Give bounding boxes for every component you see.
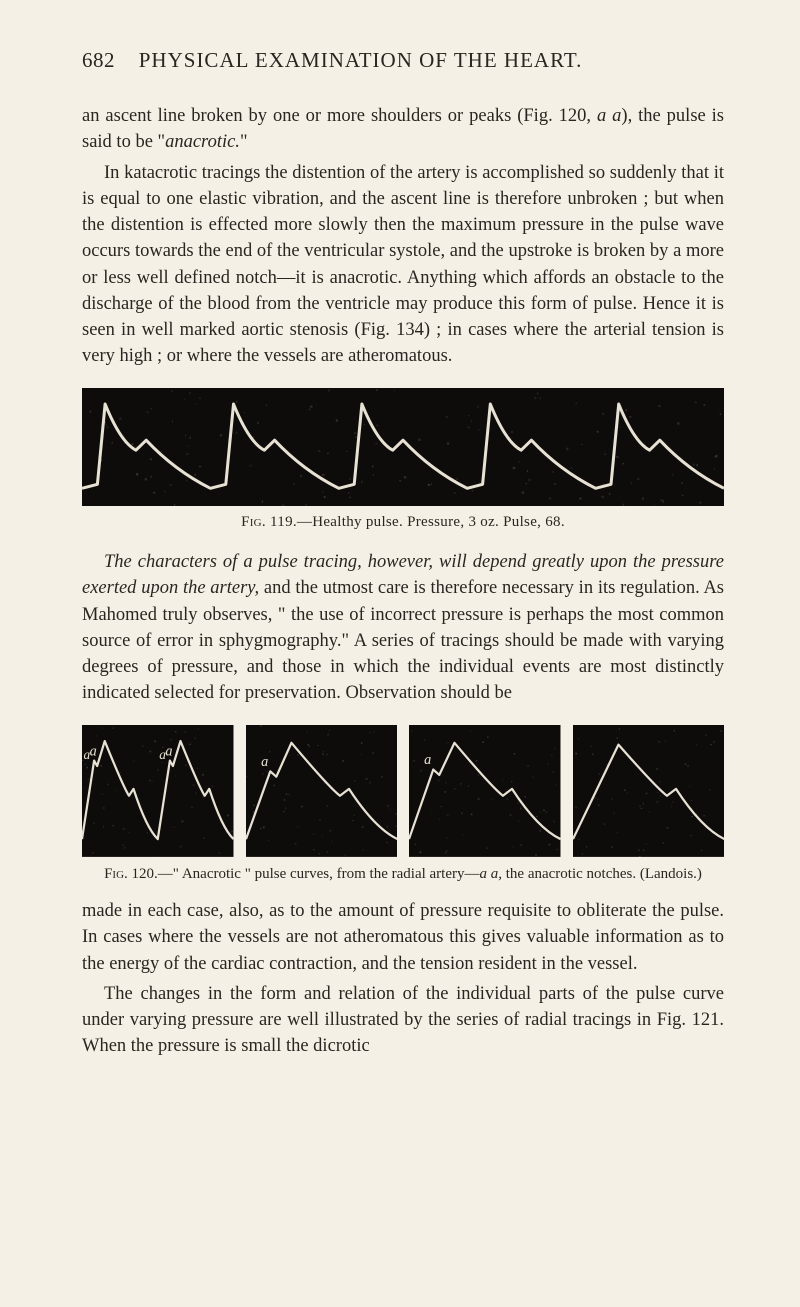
para1-italic-a: a a [597,106,621,126]
paragraph-3: The characters of a pulse tracing, howev… [82,549,724,707]
figure-120-panel-svg: a [246,725,398,857]
figure-120-caption-b: the anacrotic notches. (Landois.) [502,866,702,882]
figure-120-panel [573,725,725,857]
figure-120-panel: a [409,725,561,857]
svg-text:a: a [84,746,91,761]
para1-text-a: an ascent line broken by one or more sho… [82,106,597,126]
paragraph-1: an ascent line broken by one or more sho… [82,103,724,156]
page-header: 682 PHYSICAL EXAMINATION OF THE HEART. [82,48,724,73]
figure-119-label: Fig. 119. [241,514,297,530]
svg-text:a: a [261,754,268,770]
figure-120-caption-a: —" Anacrotic " pulse curves, from the ra… [158,866,480,882]
figure-119 [82,388,724,506]
para1-italic-b: anacrotic. [165,132,240,152]
figure-120: aaaaaa [82,725,724,857]
svg-text:a: a [424,752,431,768]
figure-120-caption-italic: a a, [480,866,503,882]
figure-120-panel: aaaa [82,725,234,857]
running-title: PHYSICAL EXAMINATION OF THE HEART. [139,48,583,73]
svg-text:a: a [90,743,97,759]
para4-text: made in each case, also, as to the amoun… [82,901,724,974]
page-number: 682 [82,48,115,73]
figure-120-label: Fig. 120. [104,866,158,882]
figure-120-caption: Fig. 120.—" Anacrotic " pulse curves, fr… [82,865,724,885]
paragraph-5: The changes in the form and relation of … [82,981,724,1060]
figure-119-caption: Fig. 119.—Healthy pulse. Pressure, 3 oz.… [82,514,724,531]
figure-120-panel-svg: aaaa [82,725,234,857]
paragraph-2: In katacrotic tracings the distention of… [82,160,724,370]
svg-text:a: a [165,743,172,759]
figure-120-panel-svg [573,725,725,857]
paragraph-4: made in each case, also, as to the amoun… [82,898,724,977]
figure-119-svg [82,388,724,506]
svg-text:a: a [159,746,166,761]
figure-120-panel-svg: a [409,725,561,857]
para2-text: In katacrotic tracings the distention of… [82,163,724,367]
figure-120-panel: a [246,725,398,857]
para5-text: The changes in the form and relation of … [82,984,724,1057]
para1-text-c: " [240,132,248,152]
figure-119-caption-text: —Healthy pulse. Pressure, 3 oz. Pulse, 6… [297,514,565,530]
